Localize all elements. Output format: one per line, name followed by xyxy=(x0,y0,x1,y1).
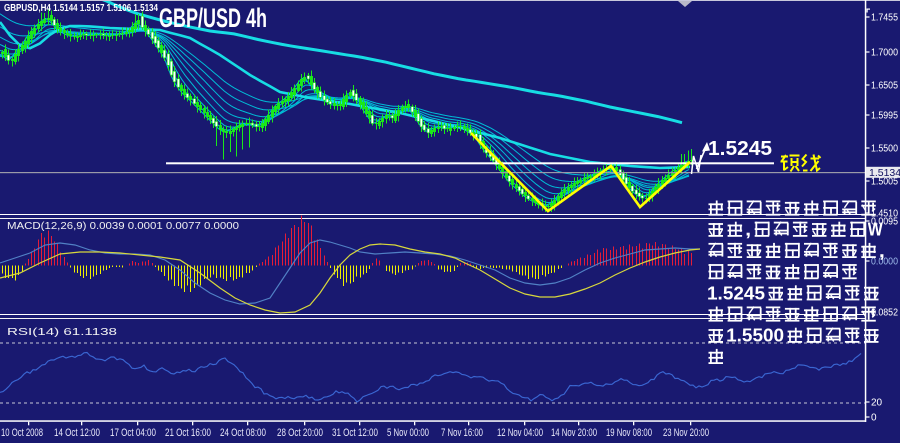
svg-text:23 Nov 20:00: 23 Nov 20:00 xyxy=(663,427,709,439)
svg-text:RSI(14) 61.1138: RSI(14) 61.1138 xyxy=(7,326,117,338)
svg-text:1.5245: 1.5245 xyxy=(707,283,765,303)
svg-text:21 Oct 16:00: 21 Oct 16:00 xyxy=(165,427,211,439)
svg-text:17 Oct 04:00: 17 Oct 04:00 xyxy=(110,427,156,439)
svg-text:20: 20 xyxy=(871,398,883,409)
svg-text:24 Oct 08:00: 24 Oct 08:00 xyxy=(220,427,266,439)
svg-text:14 Oct 12:00: 14 Oct 12:00 xyxy=(54,427,100,439)
svg-text:GBPUSD,H4 1.5144 1.5157 1.510: GBPUSD,H4 1.5144 1.5157 1.5106 1.5134 xyxy=(4,3,158,14)
svg-text:1.5005: 1.5005 xyxy=(871,177,898,188)
svg-text:0.0095: 0.0095 xyxy=(871,217,898,228)
svg-text:1.5995: 1.5995 xyxy=(871,111,898,122)
svg-text:1.5134: 1.5134 xyxy=(869,167,900,179)
svg-text:31 Oct 12:00: 31 Oct 12:00 xyxy=(332,427,378,439)
svg-text:W: W xyxy=(868,220,883,240)
svg-text:10 Oct 2008: 10 Oct 2008 xyxy=(1,427,43,439)
svg-text:14 Nov 20:00: 14 Nov 20:00 xyxy=(551,427,597,439)
svg-text:1.5500: 1.5500 xyxy=(726,326,784,346)
svg-text:0.0000: 0.0000 xyxy=(871,257,898,268)
svg-text:7 Nov 16:00: 7 Nov 16:00 xyxy=(441,427,483,439)
svg-text:GBP/USD 4h: GBP/USD 4h xyxy=(159,3,267,33)
svg-text:28 Oct 20:00: 28 Oct 20:00 xyxy=(277,427,323,439)
svg-text:1.7455: 1.7455 xyxy=(871,13,898,24)
svg-text:0: 0 xyxy=(871,413,877,424)
svg-text:1.5500: 1.5500 xyxy=(871,144,898,155)
svg-text:1.5245: 1.5245 xyxy=(708,138,772,160)
svg-text:1.4510: 1.4510 xyxy=(871,209,898,220)
svg-text:12 Nov 04:00: 12 Nov 04:00 xyxy=(497,427,543,439)
svg-text:19 Nov 08:00: 19 Nov 08:00 xyxy=(606,427,652,439)
svg-text:0.0852: 0.0852 xyxy=(871,308,898,319)
svg-text:,: , xyxy=(879,241,885,261)
svg-text:5 Nov 00:00: 5 Nov 00:00 xyxy=(387,427,429,439)
svg-text:1.7000: 1.7000 xyxy=(871,48,898,59)
svg-text:,: , xyxy=(745,220,751,240)
svg-text:MACD(12,26,9) 0.0039 0.0001 0.: MACD(12,26,9) 0.0039 0.0001 0.0077 0.000… xyxy=(7,220,239,232)
svg-text:1.6505: 1.6505 xyxy=(871,81,898,92)
